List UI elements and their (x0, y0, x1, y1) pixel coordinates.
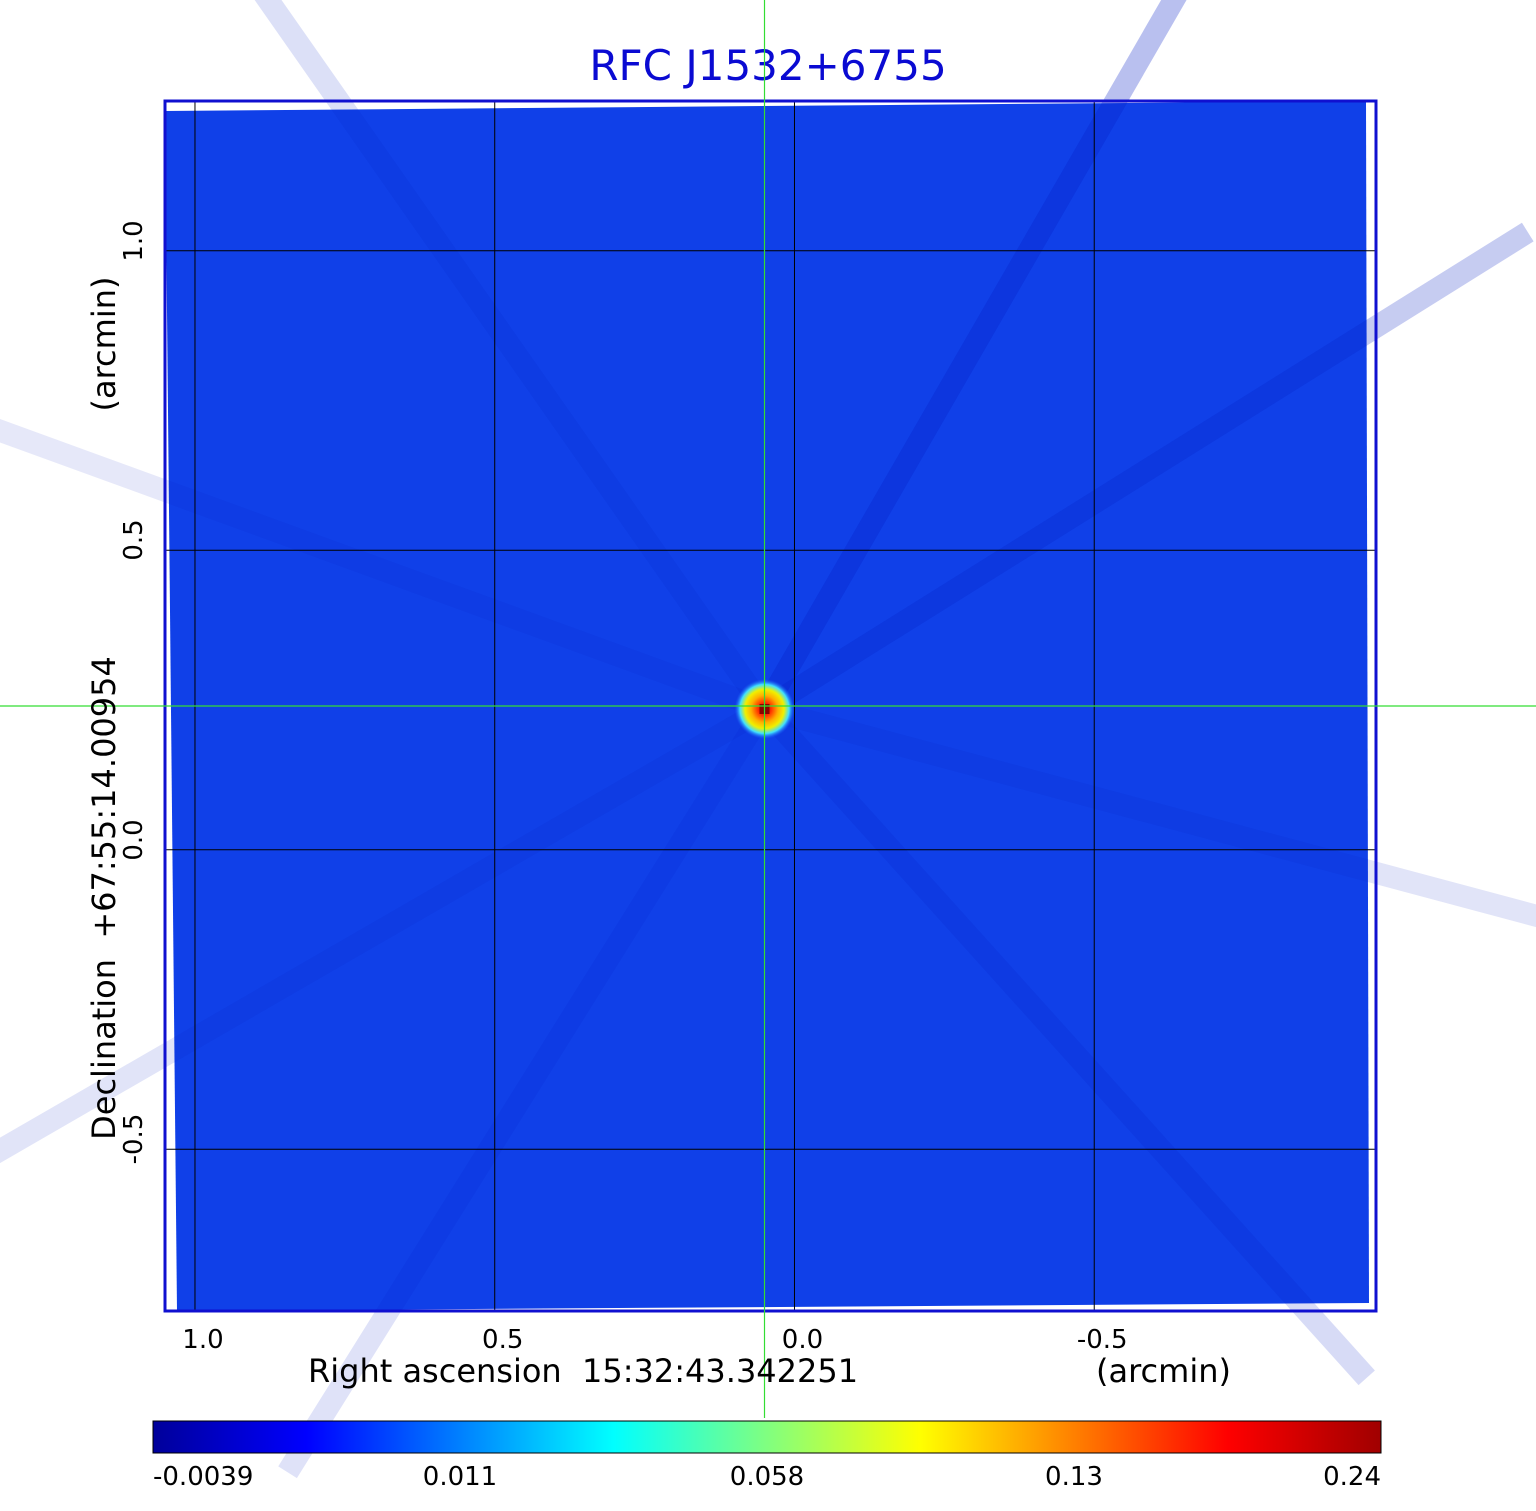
sidelobe-streak (756, 701, 1375, 1386)
sidelobe-streak (758, 222, 1534, 719)
x-tick-label: 0.5 (482, 1325, 524, 1355)
chart-title: RFC J1532+6755 (589, 41, 947, 90)
x-axis-unit: (arcmin) (1096, 1352, 1231, 1390)
colorbar-tick-label: 0.058 (729, 1462, 805, 1492)
y-tick-label: 0.0 (119, 819, 149, 861)
y-tick-label: -0.5 (119, 1113, 149, 1165)
sidelobe-streak (754, 0, 1187, 715)
colorbar-tick-label: 0.24 (1323, 1462, 1381, 1492)
x-tick-label: -0.5 (1076, 1325, 1128, 1355)
sidelobe-streak (278, 703, 774, 1479)
sidelobe-streak (754, 0, 1187, 715)
sidelobe-streak (761, 698, 1536, 928)
colorbar-tick-label: -0.0039 (153, 1462, 254, 1492)
image-field (0, 0, 1536, 1479)
y-axis-label: Declination +67:55:14.00954 (85, 656, 123, 1140)
sidelobe-streak (0, 699, 771, 1164)
y-tick-label: 0.5 (119, 519, 149, 561)
colorbar (152, 1420, 1382, 1454)
sidelobe-streak (0, 419, 769, 720)
y-axis-unit: (arcmin) (85, 276, 123, 412)
colorbar-tick-label: 0.13 (1045, 1462, 1103, 1492)
x-axis-label: Right ascension 15:32:43.342251 (308, 1352, 859, 1390)
x-tick-label: 1.0 (182, 1325, 224, 1355)
sidelobe-streak (254, 0, 774, 716)
x-tick-label: 0.0 (781, 1325, 824, 1355)
colorbar-tick-label: 0.011 (422, 1462, 498, 1492)
y-tick-label: 1.0 (119, 220, 149, 262)
crosshair (0, 0, 1536, 1418)
sidelobe-streak (758, 222, 1534, 719)
